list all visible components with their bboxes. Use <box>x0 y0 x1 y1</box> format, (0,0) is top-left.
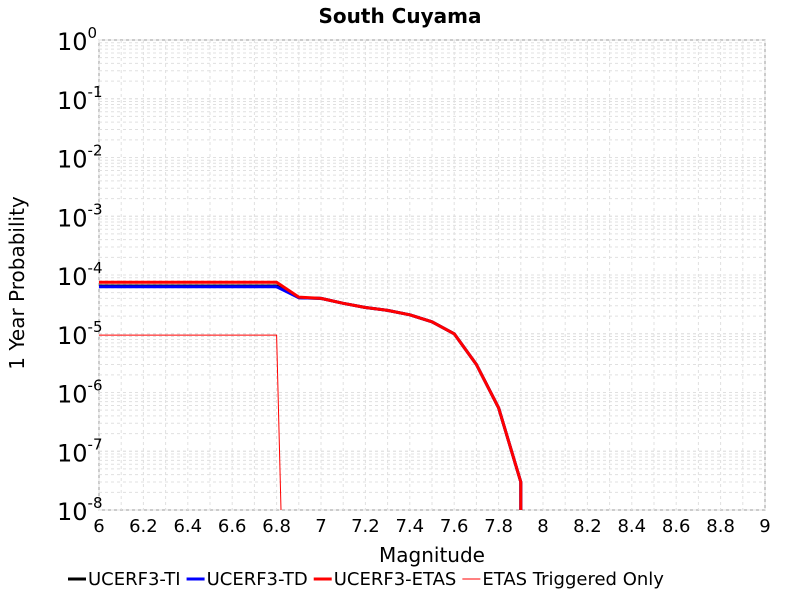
x-tick-label: 7 <box>315 516 326 537</box>
legend: UCERF3-TI UCERF3-TD UCERF3-ETAS ETAS Trigge… <box>68 569 664 590</box>
chart-title: South Cuyama <box>319 4 482 28</box>
x-tick-label: 7.6 <box>440 516 469 537</box>
y-axis-label: 1 Year Probability <box>5 196 29 370</box>
y-axis-ticks: 100 10-1 10-2 10-3 10-4 10-5 10-6 10-7 10-8 <box>57 24 103 526</box>
legend-label: ETAS Triggered Only <box>482 569 664 590</box>
x-tick-label: 8.6 <box>662 516 691 537</box>
x-tick-label: 8 <box>537 516 548 537</box>
legend-label: UCERF3-ETAS <box>334 569 457 590</box>
x-tick-label: 6.8 <box>262 516 291 537</box>
y-tick-label: 100 <box>57 24 97 56</box>
series-line-3 <box>99 334 282 511</box>
x-tick-label: 6.4 <box>173 516 202 537</box>
x-tick-label: 8.2 <box>573 516 602 537</box>
x-axis-label: Magnitude <box>379 543 485 567</box>
x-tick-label: 7.2 <box>351 516 380 537</box>
y-tick-label: 10-1 <box>57 83 103 115</box>
legend-label: UCERF3-TD <box>207 569 308 590</box>
y-tick-label: 10-5 <box>57 318 103 350</box>
y-tick-label: 10-6 <box>57 377 103 409</box>
series-layer <box>99 280 523 511</box>
y-tick-label: 10-2 <box>57 142 103 174</box>
x-tick-label: 6.2 <box>129 516 158 537</box>
x-tick-label: 9 <box>759 516 770 537</box>
x-tick-label: 6.6 <box>218 516 247 537</box>
legend-label: UCERF3-TI <box>88 569 181 590</box>
x-axis-ticks: 6 6.2 6.4 6.6 6.8 7 7.2 7.4 7.6 7.8 8 8.2 8.4 8.6 8.8 9 <box>93 516 770 537</box>
y-tick-label: 10-8 <box>57 494 103 526</box>
y-tick-label: 10-4 <box>57 259 103 291</box>
x-tick-label: 7.4 <box>395 516 424 537</box>
x-tick-label: 6 <box>93 516 104 537</box>
y-tick-label: 10-7 <box>57 435 103 467</box>
x-tick-label: 8.4 <box>617 516 646 537</box>
x-tick-label: 8.8 <box>706 516 735 537</box>
grid <box>98 39 766 511</box>
x-tick-label: 7.8 <box>484 516 513 537</box>
series-line-2 <box>99 280 523 510</box>
y-tick-label: 10-3 <box>57 200 103 232</box>
